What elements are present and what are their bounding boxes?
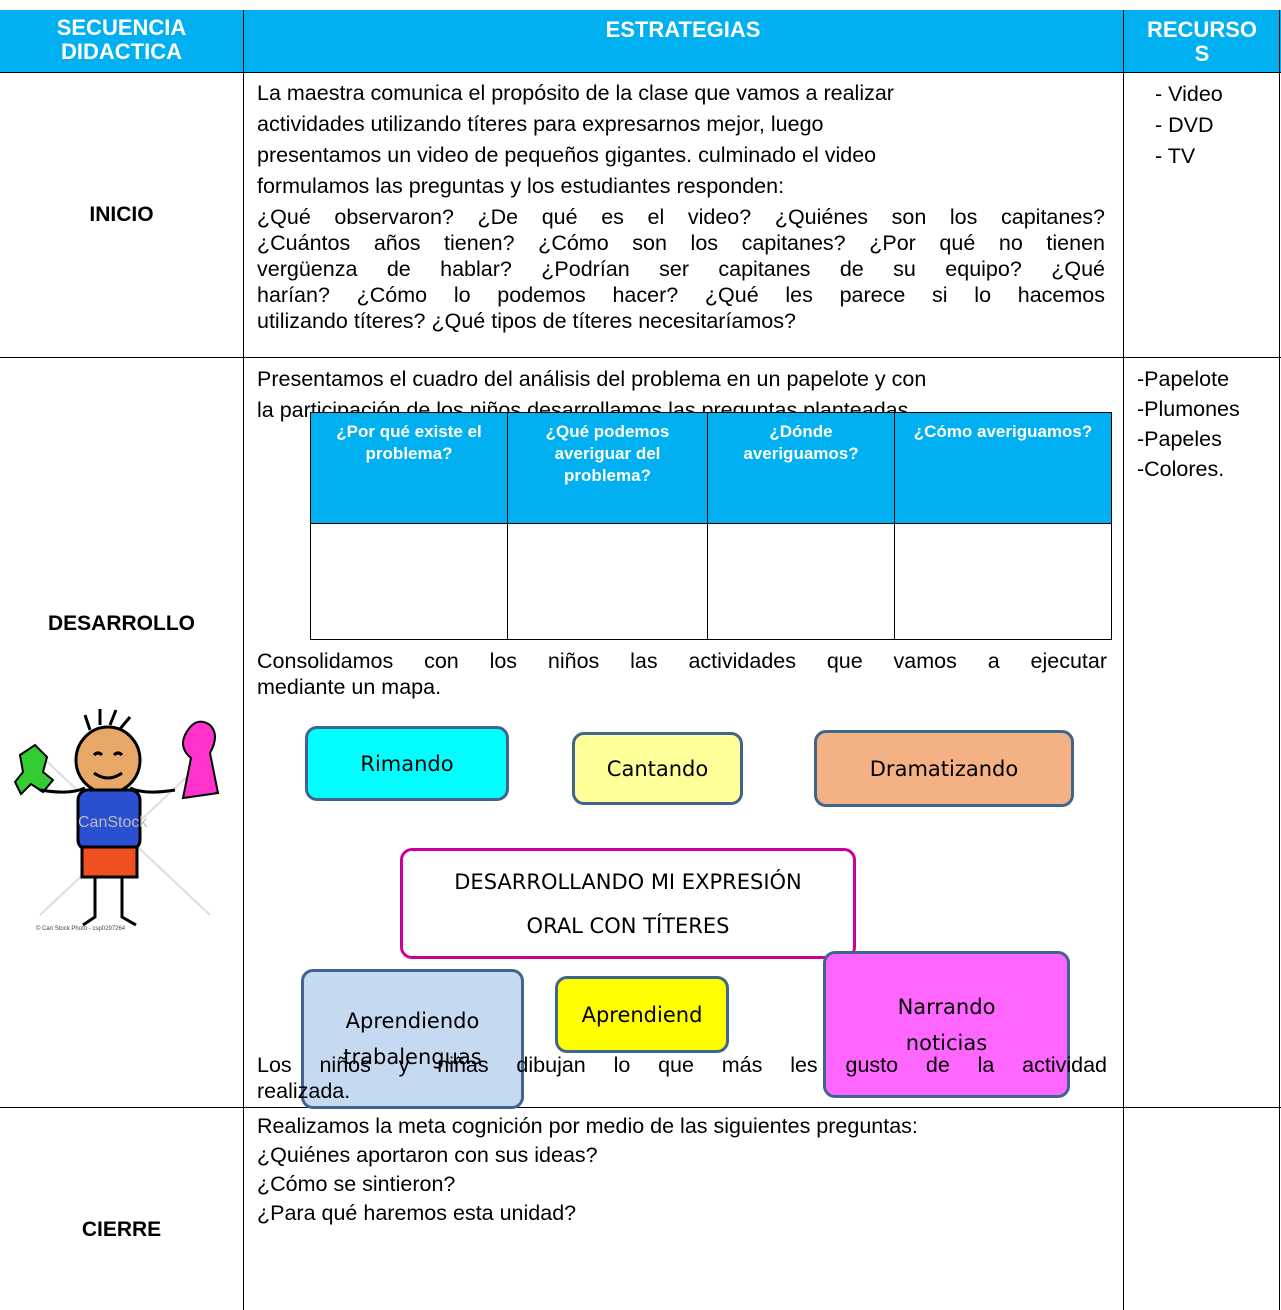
row-border (0, 357, 1281, 358)
text-line: harían? ¿Cómo lo podemos hacer? ¿Qué les… (257, 283, 1105, 307)
map-node: Rimando (305, 726, 509, 801)
text-line: -Papelote (1137, 367, 1230, 391)
paragraph: Consolidamos con los niños las actividad… (257, 648, 1107, 700)
text-line: presentamos un video de pequeños gigante… (257, 143, 877, 167)
text-line: ¿Qué observaron? ¿De qué es el video? ¿Q… (257, 205, 1105, 229)
text-line: -Plumones (1137, 397, 1240, 421)
table-header: ¿Dónde averiguamos? (707, 412, 895, 524)
header-sequence: SECUENCIA DIDACTICA (0, 10, 243, 72)
row-label: CIERRE (81, 1218, 162, 1241)
row-border (0, 1107, 1281, 1108)
text-line: vergüenza de hablar? ¿Podrían ser capita… (257, 257, 1105, 281)
column-border (243, 10, 244, 1310)
text-line: - Video (1155, 82, 1223, 106)
map-node: Narrando noticias (823, 951, 1070, 1098)
text-line: mediante un mapa. (257, 675, 442, 699)
paragraph: La maestra comunica el propósito de la c… (257, 78, 1117, 202)
text-line: ¿Cómo se sintieron? (257, 1172, 456, 1196)
row-label: INICIO (89, 203, 154, 226)
kid-puppets-illustration: CanStock © Can Stock Photo - csp0297264 (13, 709, 220, 932)
header-resources: RECURSOS (1123, 10, 1281, 72)
paragraph: Los niños y niñas dibujan lo que más les… (257, 1052, 1107, 1104)
image-caption: © Can Stock Photo - csp0297264 (36, 925, 126, 932)
text-line: formulamos las preguntas y los estudiant… (257, 174, 785, 198)
text-line: utilizando títeres? ¿Qué tipos de títere… (257, 309, 796, 333)
row-label: DESARROLLO (48, 612, 195, 635)
map-node: Aprendiend (555, 976, 729, 1053)
text-line: -Papeles (1137, 427, 1222, 451)
analysis-table: ¿Por qué existe el problema? ¿Qué podemo… (310, 412, 1112, 640)
paragraph: ¿Qué observaron? ¿De qué es el video? ¿Q… (257, 204, 1105, 334)
map-center: DESARROLLANDO MI EXPRESIÓN ORAL CON TÍTE… (400, 848, 856, 959)
resource-list: -Papelote -Plumones -Papeles -Colores. (1137, 364, 1240, 484)
text-line: ¿Cuántos años tienen? ¿Cómo son los capi… (257, 231, 1105, 255)
text-line: actividades utilizando títeres para expr… (257, 112, 824, 136)
text-line: ¿Quiénes aportaron con sus ideas? (257, 1143, 598, 1167)
map-node: Cantando (572, 732, 743, 805)
table-cell (507, 523, 708, 640)
table-header: ¿Por qué existe el problema? (310, 412, 508, 524)
map-node: Dramatizando (814, 730, 1074, 807)
text-line: ¿Para qué haremos esta unidad? (257, 1201, 577, 1225)
table-header: ¿Qué podemos averiguar del problema? (507, 412, 708, 524)
table-header: ¿Cómo averiguamos? (894, 412, 1112, 524)
text-line: La maestra comunica el propósito de la c… (257, 81, 894, 105)
text-line: Presentamos el cuadro del análisis del p… (257, 367, 927, 391)
table-cell (894, 523, 1112, 640)
table-cell (310, 523, 508, 640)
header-strategies: ESTRATEGIAS (243, 10, 1123, 72)
text-line: - TV (1155, 144, 1196, 168)
row-border (0, 72, 1281, 73)
column-border (1279, 10, 1280, 1310)
column-border (1123, 10, 1124, 1310)
paragraph: Realizamos la meta cognición por medio d… (257, 1112, 918, 1228)
text-line: Los niños y niñas dibujan lo que más les… (257, 1053, 1107, 1077)
text-line: Consolidamos con los niños las actividad… (257, 649, 1107, 673)
watermark: CanStock (78, 814, 148, 831)
text-line: Realizamos la meta cognición por medio d… (257, 1114, 918, 1138)
table-cell (707, 523, 895, 640)
paragraph: Presentamos el cuadro del análisis del p… (257, 364, 926, 426)
resource-list: - Video - DVD - TV (1155, 79, 1223, 172)
text-line: realizada. (257, 1079, 351, 1103)
text-line: - DVD (1155, 113, 1214, 137)
text-line: -Colores. (1137, 457, 1225, 481)
map-node: Aprendiendo trabalenguas (301, 969, 524, 1109)
